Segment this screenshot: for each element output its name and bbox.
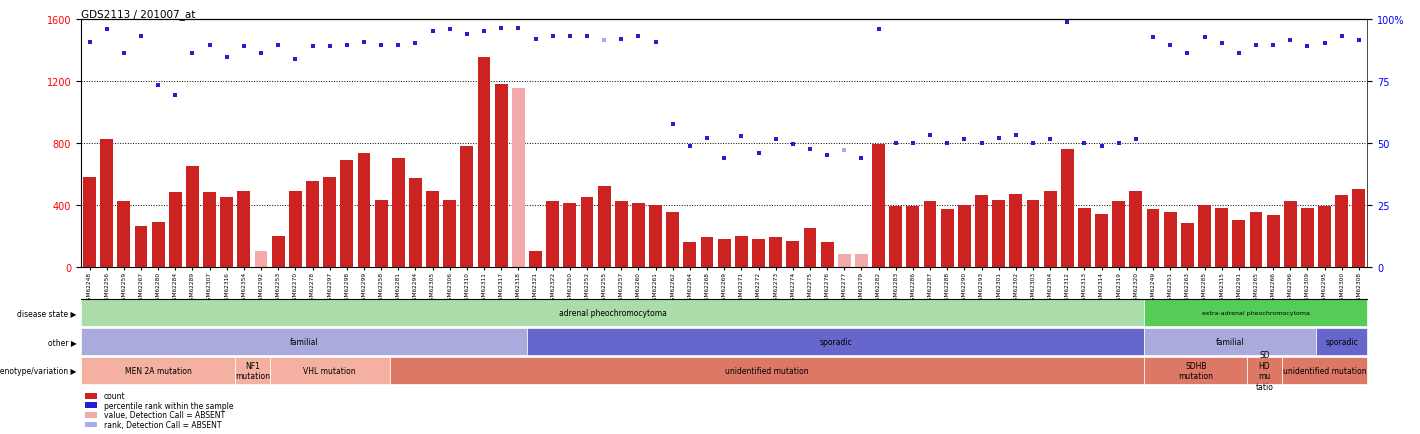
Bar — [307, 182, 320, 267]
Bar — [477, 58, 490, 267]
Bar — [271, 236, 284, 267]
Bar — [804, 228, 816, 267]
Bar — [683, 242, 696, 267]
Bar — [1250, 213, 1262, 267]
Bar — [889, 207, 902, 267]
Bar — [1233, 220, 1245, 267]
Bar — [135, 227, 148, 267]
Bar — [632, 204, 645, 267]
Bar — [564, 204, 577, 267]
Bar — [494, 85, 507, 267]
Bar — [581, 197, 594, 267]
Bar — [288, 191, 302, 267]
Bar — [1146, 210, 1160, 267]
Bar — [341, 160, 354, 267]
Bar — [770, 237, 782, 267]
Text: SD
HD
mu
tatio: SD HD mu tatio — [1255, 351, 1274, 391]
Bar — [1352, 190, 1365, 267]
Bar — [220, 197, 233, 267]
Bar — [118, 202, 131, 267]
Text: extra-adrenal pheochromocytoma: extra-adrenal pheochromocytoma — [1201, 310, 1309, 315]
Bar — [1216, 208, 1228, 267]
Bar — [375, 201, 388, 267]
Text: count: count — [104, 391, 125, 400]
Bar — [736, 236, 748, 267]
Bar — [649, 205, 662, 267]
Bar — [1335, 196, 1348, 267]
Bar — [460, 146, 473, 267]
Text: unidentified mutation: unidentified mutation — [1282, 366, 1366, 375]
Bar — [821, 242, 834, 267]
Bar — [152, 222, 165, 267]
Bar — [409, 179, 422, 267]
Bar — [753, 240, 765, 267]
Bar — [1198, 205, 1211, 267]
Bar — [700, 237, 713, 267]
Bar — [941, 210, 954, 267]
Bar — [254, 251, 267, 267]
Bar — [547, 202, 559, 267]
Bar — [598, 187, 611, 267]
Text: familial: familial — [1216, 337, 1244, 346]
Text: disease state ▶: disease state ▶ — [17, 308, 77, 317]
Bar — [1164, 213, 1177, 267]
Bar — [358, 154, 371, 267]
Bar — [84, 177, 97, 267]
Bar — [717, 240, 731, 267]
Bar — [855, 254, 868, 267]
Bar — [1129, 191, 1142, 267]
Bar — [993, 201, 1005, 267]
Text: sporadic: sporadic — [1325, 337, 1358, 346]
Text: SDHB
mutation: SDHB mutation — [1179, 361, 1214, 380]
Bar — [513, 89, 525, 267]
Bar — [838, 254, 851, 267]
Text: MEN 2A mutation: MEN 2A mutation — [125, 366, 192, 375]
Bar — [392, 159, 405, 267]
Text: percentile rank within the sample: percentile rank within the sample — [104, 401, 233, 410]
Text: rank, Detection Call = ABSENT: rank, Detection Call = ABSENT — [104, 420, 222, 429]
Bar — [1267, 216, 1279, 267]
Bar — [1044, 191, 1056, 267]
Bar — [1301, 208, 1314, 267]
Bar — [615, 202, 628, 267]
Bar — [976, 196, 988, 267]
Bar — [959, 205, 971, 267]
Bar — [169, 193, 182, 267]
Text: adrenal pheochromocytoma: adrenal pheochromocytoma — [558, 308, 666, 317]
Bar — [237, 191, 250, 267]
Bar — [1095, 214, 1108, 267]
Bar — [1061, 149, 1074, 267]
Bar — [1181, 224, 1194, 267]
Text: sporadic: sporadic — [819, 337, 852, 346]
Text: unidentified mutation: unidentified mutation — [726, 366, 809, 375]
Text: NF1
mutation: NF1 mutation — [234, 361, 270, 380]
Text: genotype/variation ▶: genotype/variation ▶ — [0, 366, 77, 375]
Bar — [872, 145, 885, 267]
Bar — [426, 191, 439, 267]
Bar — [906, 207, 919, 267]
Bar — [203, 193, 216, 267]
Bar — [186, 166, 199, 267]
Bar — [1078, 208, 1091, 267]
Bar — [787, 241, 799, 267]
Bar — [923, 202, 936, 267]
Text: familial: familial — [290, 337, 318, 346]
Bar — [101, 140, 114, 267]
Bar — [1112, 202, 1125, 267]
Text: VHL mutation: VHL mutation — [304, 366, 356, 375]
Bar — [1318, 207, 1331, 267]
Bar — [666, 213, 679, 267]
Text: value, Detection Call = ABSENT: value, Detection Call = ABSENT — [104, 411, 224, 419]
Text: GDS2113 / 201007_at: GDS2113 / 201007_at — [81, 9, 196, 20]
Text: other ▶: other ▶ — [48, 337, 77, 346]
Bar — [1027, 201, 1039, 267]
Bar — [443, 201, 456, 267]
Bar — [530, 251, 542, 267]
Bar — [324, 177, 337, 267]
Bar — [1284, 202, 1296, 267]
Bar — [1010, 194, 1022, 267]
